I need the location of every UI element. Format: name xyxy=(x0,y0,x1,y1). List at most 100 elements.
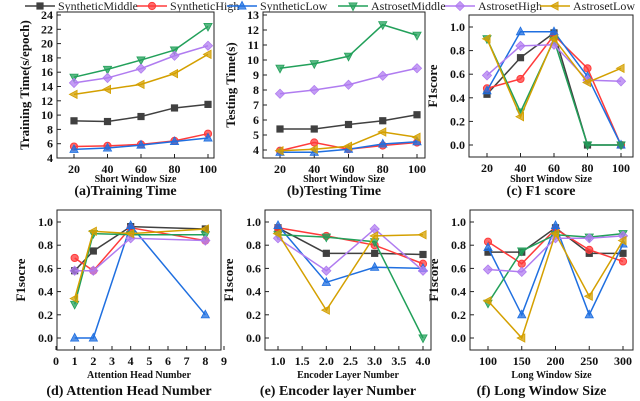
data-point xyxy=(484,248,492,256)
data-point xyxy=(103,117,112,126)
data-point xyxy=(273,220,283,229)
y-tick-label: 4 xyxy=(253,143,259,157)
legend-item: SyntheticMiddle xyxy=(25,0,138,13)
data-point xyxy=(418,334,428,344)
y-axis-label: Training Time(s/epoch) xyxy=(17,20,32,150)
data-point xyxy=(516,266,527,278)
data-point xyxy=(618,257,628,266)
series-SyntheticLow xyxy=(69,132,213,153)
legend-label: SyntheticHigh xyxy=(170,0,239,13)
y-tick-label: 0.0 xyxy=(450,138,465,152)
data-point xyxy=(309,84,320,96)
series-line xyxy=(74,237,206,272)
data-point xyxy=(203,22,213,32)
y-tick-label: 7 xyxy=(253,98,259,112)
data-point xyxy=(419,250,427,259)
x-tick-label: 100 xyxy=(408,162,426,176)
x-tick-label: 9 xyxy=(221,354,227,368)
x-tick-label: 2.5 xyxy=(343,354,358,368)
data-point xyxy=(199,224,209,234)
x-tick-label: 3.0 xyxy=(367,354,382,368)
x-tick-label: 100 xyxy=(199,162,217,176)
data-point xyxy=(516,74,525,84)
data-point xyxy=(137,112,145,121)
x-axis-label: Short Window Size xyxy=(95,174,177,185)
data-point xyxy=(417,265,429,276)
y-tick-label: 8 xyxy=(47,122,53,136)
series-line xyxy=(277,227,424,265)
y-tick-label: 1.0 xyxy=(451,215,466,229)
x-tick-label: 3 xyxy=(109,354,115,368)
data-point xyxy=(88,332,99,342)
legend-marker-triangle-down-icon xyxy=(348,2,358,12)
y-tick-label: 5 xyxy=(253,128,259,142)
data-point xyxy=(583,291,593,302)
data-point xyxy=(274,145,284,156)
x-tick-label: 60 xyxy=(343,162,355,176)
y-tick-label: 6 xyxy=(47,137,53,151)
series-AstrosetHigh xyxy=(272,223,429,276)
x-tick-label: 1.5 xyxy=(295,354,310,368)
data-point xyxy=(169,68,179,79)
data-point xyxy=(204,100,212,108)
y-tick-label: 0.0 xyxy=(246,331,261,345)
x-tick-label: 100 xyxy=(612,161,630,175)
data-point xyxy=(321,233,332,243)
data-point xyxy=(88,265,99,276)
y-tick-label: 0.8 xyxy=(451,238,466,252)
data-point xyxy=(321,276,332,286)
y-axis-label: F1socre xyxy=(13,258,28,301)
data-point xyxy=(481,70,493,81)
y-axis-label: Testing Time(s) xyxy=(223,42,238,127)
x-tick-label: 8 xyxy=(202,354,208,368)
y-tick-label: 14 xyxy=(41,80,53,94)
data-point xyxy=(68,77,80,89)
data-point xyxy=(136,139,146,149)
x-tick-label: 4 xyxy=(128,354,134,368)
x-tick-label: 150 xyxy=(513,354,531,368)
data-point xyxy=(321,265,332,276)
legend-label: AstrosetMiddle xyxy=(371,0,446,13)
y-tick-label: 20 xyxy=(41,37,53,51)
data-point xyxy=(125,228,135,239)
series-line xyxy=(279,23,418,69)
data-point xyxy=(102,84,111,95)
y-tick-label: 1.0 xyxy=(450,20,465,34)
data-point xyxy=(515,40,526,52)
data-point xyxy=(69,332,80,342)
data-point xyxy=(272,228,282,239)
x-tick-label: 6 xyxy=(165,354,171,368)
data-point xyxy=(102,65,113,75)
y-tick-label: 12 xyxy=(247,23,259,37)
x-axis-label: Long Window Size xyxy=(511,370,592,381)
y-tick-label: 4 xyxy=(47,151,53,165)
x-tick-label: 80 xyxy=(377,162,389,176)
data-point xyxy=(483,90,491,98)
data-point xyxy=(615,63,625,74)
series-line xyxy=(277,234,424,339)
data-point xyxy=(202,49,212,60)
y-axis-label: F1score xyxy=(426,258,441,301)
data-point xyxy=(89,247,97,255)
data-point xyxy=(343,141,353,152)
data-point xyxy=(615,76,627,87)
axes-frame xyxy=(468,14,634,158)
data-point xyxy=(102,142,113,152)
x-tick-label: 2.0 xyxy=(319,354,334,368)
data-point xyxy=(369,231,379,241)
data-point xyxy=(343,79,354,90)
data-point xyxy=(481,34,491,44)
data-point xyxy=(135,63,147,74)
data-point xyxy=(616,141,626,151)
series-line xyxy=(486,34,622,146)
y-tick-label: 0.4 xyxy=(38,285,53,299)
data-point xyxy=(308,144,318,155)
x-tick-label: 60 xyxy=(548,161,560,175)
data-point xyxy=(550,228,559,239)
data-point xyxy=(169,136,180,146)
series-AstrosetHigh xyxy=(274,63,423,99)
y-tick-label: 1.0 xyxy=(246,215,261,229)
legend-label: AstrosetLow xyxy=(573,0,635,13)
